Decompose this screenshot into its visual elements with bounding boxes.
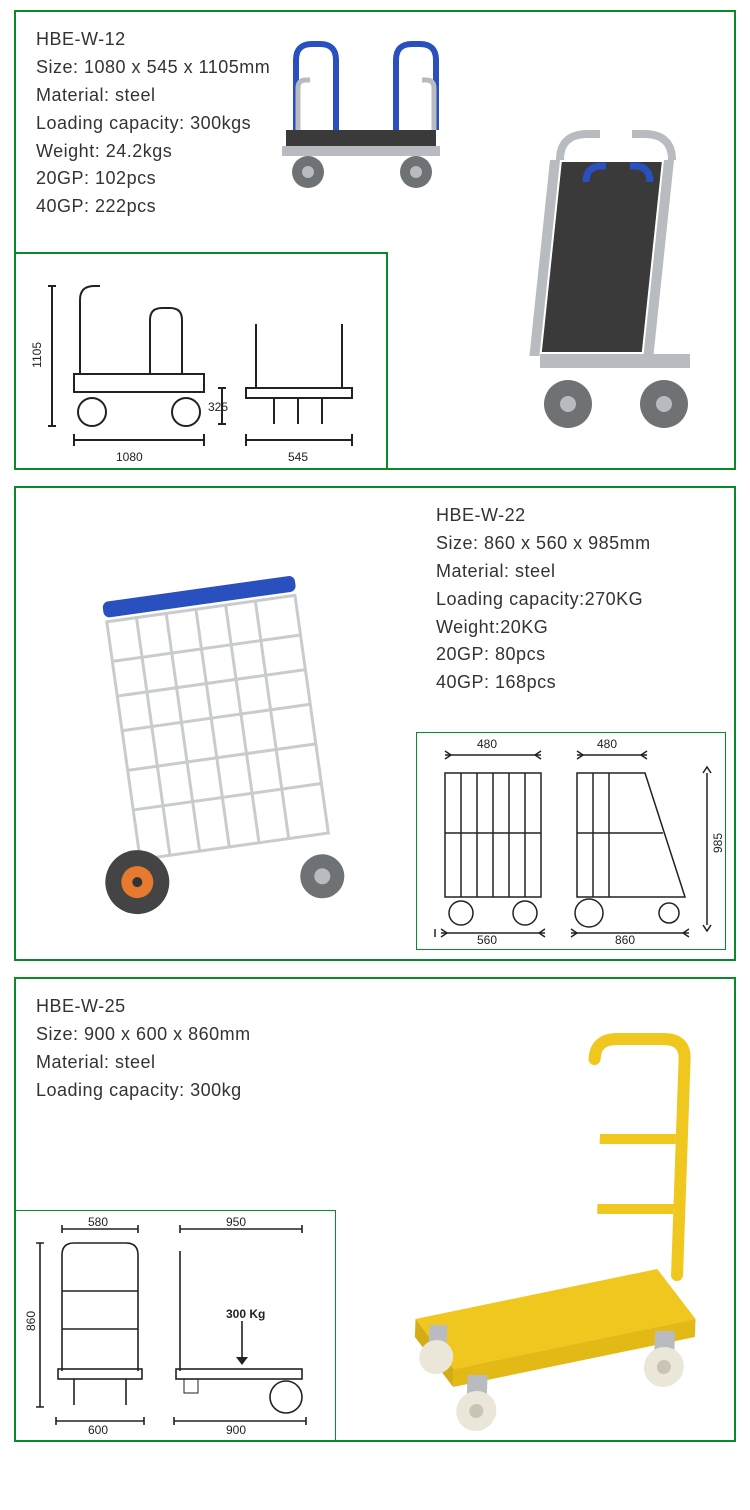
technical-drawing xyxy=(20,264,380,464)
spec-material: Material: steel xyxy=(36,1049,251,1077)
spec-loading: Loading capacity:270KG xyxy=(436,586,651,614)
technical-drawing-box: 480 480 560 860 985 xyxy=(416,732,726,950)
technical-drawing-box: 580 950 600 900 860 300 Kg xyxy=(16,1210,336,1440)
product-photo-folded xyxy=(496,122,726,452)
product-photo-flat xyxy=(246,20,476,200)
spec-block: HBE-W-12 Size: 1080 x 545 x 1105mm Mater… xyxy=(36,26,270,221)
dim-top1: 480 xyxy=(477,737,497,751)
spec-20gp: 20GP: 80pcs xyxy=(436,641,651,669)
dim-h: 860 xyxy=(24,1311,38,1331)
model-code: HBE-W-12 xyxy=(36,26,270,54)
dim-top2: 480 xyxy=(597,737,617,751)
spec-size: Size: 860 x 560 x 985mm xyxy=(436,530,651,558)
dim-h: 985 xyxy=(711,833,725,853)
spec-weight: Weight: 24.2kgs xyxy=(36,138,270,166)
dim-top1: 580 xyxy=(88,1215,108,1229)
dim-bot1: 600 xyxy=(88,1423,108,1437)
model-code: HBE-W-22 xyxy=(436,502,651,530)
product-card-1: HBE-W-12 Size: 1080 x 545 x 1105mm Mater… xyxy=(14,10,736,470)
spec-size: Size: 1080 x 545 x 1105mm xyxy=(36,54,270,82)
dim-top2: 950 xyxy=(226,1215,246,1229)
spec-20gp: 20GP: 102pcs xyxy=(36,165,270,193)
dim-bot1: 560 xyxy=(477,933,497,947)
spec-block: HBE-W-25 Size: 900 x 600 x 860mm Materia… xyxy=(36,993,251,1105)
technical-drawing xyxy=(16,1211,336,1441)
dim-bot2: 900 xyxy=(226,1423,246,1437)
product-card-3: HBE-W-25 Size: 900 x 600 x 860mm Materia… xyxy=(14,977,736,1442)
spec-40gp: 40GP: 222pcs xyxy=(36,193,270,221)
product-card-2: HBE-W-22 Size: 860 x 560 x 985mm Materia… xyxy=(14,486,736,961)
spec-40gp: 40GP: 168pcs xyxy=(436,669,651,697)
dim-h: 1105 xyxy=(30,342,44,368)
product-photo-yellow xyxy=(366,1019,726,1439)
dim-w2: 545 xyxy=(288,450,308,464)
dim-w1: 1080 xyxy=(116,450,143,464)
technical-drawing xyxy=(417,733,727,951)
spec-material: Material: steel xyxy=(436,558,651,586)
spec-block: HBE-W-22 Size: 860 x 560 x 985mm Materia… xyxy=(436,502,651,697)
spec-material: Material: steel xyxy=(36,82,270,110)
spec-loading: Loading capacity: 300kgs xyxy=(36,110,270,138)
spec-size: Size: 900 x 600 x 860mm xyxy=(36,1021,251,1049)
dim-load: 300 Kg xyxy=(226,1307,265,1321)
dim-h2: 325 xyxy=(208,400,228,414)
spec-weight: Weight:20KG xyxy=(436,614,651,642)
product-photo-wirecart xyxy=(34,518,394,948)
dim-bot2: 860 xyxy=(615,933,635,947)
spec-loading: Loading capacity: 300kg xyxy=(36,1077,251,1105)
model-code: HBE-W-25 xyxy=(36,993,251,1021)
